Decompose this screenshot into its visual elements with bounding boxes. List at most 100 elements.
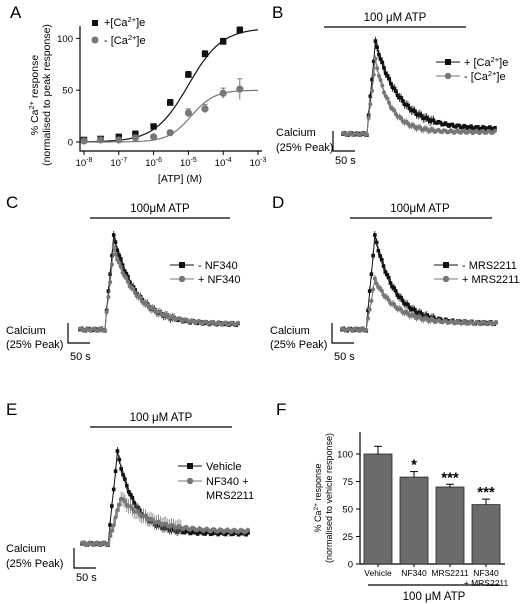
trace-point (378, 57, 383, 61)
trace-point (438, 120, 443, 125)
trace-point (388, 281, 393, 285)
legend-b-minus-ca: - [Ca2+]e (464, 69, 506, 83)
trace-point (383, 71, 388, 76)
trace-point (385, 96, 390, 101)
trace-point (117, 253, 121, 258)
legend-a-minus-ca: - [Ca2+]e (104, 33, 146, 47)
panel-a-xtick-label: 10-8 (76, 157, 93, 169)
data-point (220, 38, 227, 45)
trace-point (113, 515, 118, 520)
trace-point (115, 449, 120, 453)
trace-point (208, 532, 213, 537)
significance-star: * (411, 457, 417, 474)
legend-c-square-marker (179, 262, 185, 268)
trace-point (110, 504, 114, 508)
trace-point (122, 499, 127, 504)
trace-point (113, 252, 118, 257)
legend-c-minus-nf340: - NF340 (198, 260, 238, 272)
trace-point (133, 291, 138, 296)
panel-a-ytick-label: 0 (68, 138, 73, 149)
trace-point (373, 39, 378, 43)
significance-star: *** (441, 469, 459, 486)
trace-point (364, 132, 369, 137)
trace-point (195, 532, 200, 536)
trace-point (123, 477, 127, 481)
trace-point (493, 126, 497, 130)
panel-f-ytick-label: 0 (348, 560, 353, 571)
trace-point (108, 280, 113, 285)
panel-a-ytick-label: 50 (62, 86, 73, 97)
trace-point (399, 116, 404, 121)
trace-point (111, 233, 116, 237)
legend-b-plus-ca: + [Ca2+]e (464, 55, 508, 69)
trace-point (104, 310, 109, 315)
trace-point (395, 293, 400, 297)
stimulus-label-c: 100μM ATP (130, 203, 190, 215)
trace-point (218, 531, 222, 536)
trace-point (400, 99, 405, 103)
trace-point (131, 287, 136, 292)
legend-d-minus-mrs2211: - MRS2211 (462, 260, 517, 272)
trace-point (368, 102, 373, 107)
trace-point (371, 253, 375, 258)
panel-d-plot-area (340, 230, 498, 333)
data-point (201, 50, 209, 58)
panel-c-label: C (6, 193, 18, 212)
panel-a-xtick-label: 10-5 (180, 157, 197, 169)
trace-point (392, 108, 397, 113)
trace-point (113, 240, 118, 244)
legend-e-circle-marker (186, 477, 194, 485)
panel-e-plot-area (80, 446, 250, 548)
trace-point (210, 531, 215, 536)
trace-point (117, 260, 122, 265)
trace-point (387, 100, 392, 105)
trace-point (216, 532, 220, 537)
panel-a-xtick-label: 10-4 (215, 157, 232, 169)
trace-point (386, 298, 391, 303)
trace-point (115, 248, 120, 253)
scale-e-peak: (25% Peak) (6, 558, 63, 570)
legend-a-plus-ca: +[Ca2+]e (104, 15, 145, 29)
panel-a: A 0 50 100 10-8 10-7 10-6 10-5 10-4 10-3 % Ca2+ … (10, 3, 267, 185)
trace-point (424, 115, 429, 120)
trace-point (120, 270, 125, 275)
scale-e-time: 50 s (76, 572, 97, 584)
trace-point (370, 77, 374, 82)
bar-category-label: MRS2211 (431, 568, 468, 578)
trace-point (122, 269, 127, 273)
panel-a-label: A (10, 3, 22, 22)
trace-point (389, 81, 393, 86)
trace-point (387, 76, 391, 81)
panel-a-plot-area (80, 26, 259, 145)
trace-point (110, 253, 114, 258)
trace-point (225, 530, 230, 535)
trace-point (369, 298, 374, 303)
scale-d-peak: (25% Peak) (270, 339, 327, 351)
trace-point (376, 73, 381, 78)
trace-point (406, 103, 410, 108)
trace-point (132, 501, 137, 505)
trace-point (380, 60, 385, 65)
trace-point (419, 312, 424, 316)
panel-f-plot-area: Vehicle*NF340***MRS2211***NF340+ MRS2211 (363, 445, 509, 588)
trace-point (126, 489, 131, 494)
trace-point (117, 457, 122, 462)
trace-point (130, 495, 135, 500)
trace-point (365, 316, 370, 321)
trace-point (369, 272, 374, 276)
trace-point (405, 302, 410, 307)
panel-f-ylabel-line1: % Ca2+ response (313, 464, 323, 533)
trace-point (119, 257, 123, 261)
panel-e-label: E (6, 400, 17, 419)
trace-point (367, 307, 372, 312)
trace-point (130, 506, 135, 511)
trace-point (121, 472, 125, 477)
trace-point (109, 262, 114, 267)
trace-point (106, 295, 111, 300)
trace-point (366, 116, 371, 121)
trace-point (370, 88, 375, 93)
legend-e-nf340-line2: MRS2211 (206, 490, 254, 502)
panel-f-ytick-label: 100 (337, 450, 353, 461)
trace-point (399, 96, 403, 100)
